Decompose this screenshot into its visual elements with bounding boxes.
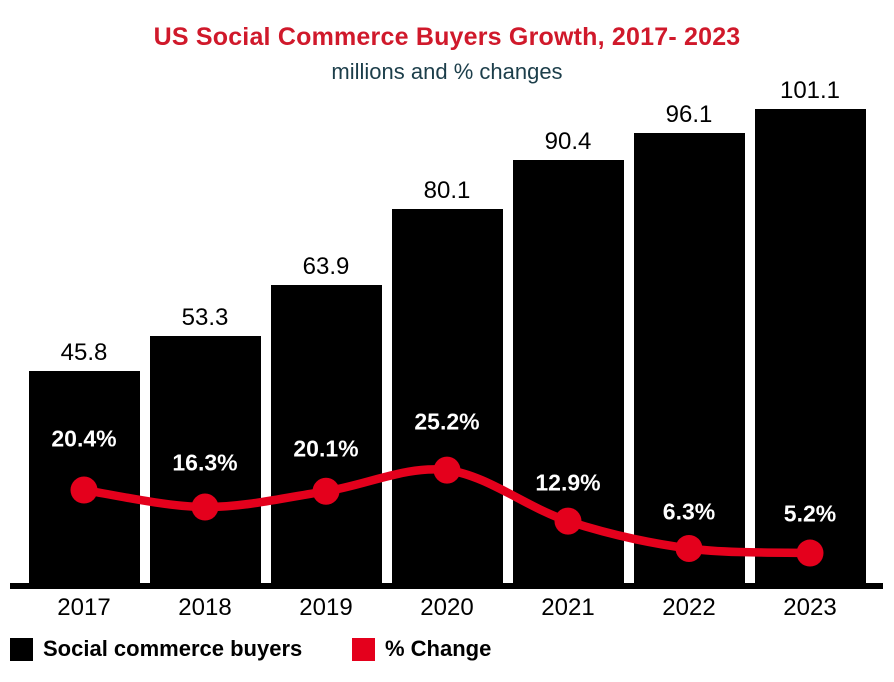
bar-value-label-2023: 101.1 [779, 76, 841, 104]
pct-change-label-2023: 5.2% [783, 500, 837, 527]
pct-change-legend-label: % Change [385, 636, 492, 661]
line-point-2023 [796, 539, 824, 567]
bar-2018 [149, 335, 261, 589]
x-axis-line [10, 583, 883, 589]
x-tick-label-2018: 2018 [178, 594, 232, 621]
legend-item-social-commerce-buyers: Social commerce buyers [10, 636, 302, 662]
x-tick-label-2023: 2023 [783, 594, 837, 621]
chart-subtitle: millions and % changes [331, 59, 563, 84]
x-tick-label-2019: 2019 [299, 594, 353, 621]
chart-title: US Social Commerce Buyers Growth, 2017- … [153, 23, 741, 51]
pct-change-label-2018: 16.3% [172, 449, 238, 476]
x-tick-label-2021: 2021 [541, 594, 595, 621]
buyers-legend-label: Social commerce buyers [43, 636, 303, 661]
bar-value-label-2020: 80.1 [423, 176, 471, 204]
bar-2023 [754, 108, 866, 589]
pct-change-label-2021: 12.9% [535, 469, 601, 496]
bar-value-label-2018: 53.3 [181, 303, 229, 331]
bar-2019 [270, 285, 382, 589]
legend-item-pct-change: % Change [352, 636, 491, 662]
bar-value-label-2019: 63.9 [302, 253, 350, 281]
legend: Social commerce buyers % Change [10, 636, 884, 662]
line-point-2021 [554, 507, 582, 535]
line-point-2018 [191, 493, 219, 521]
x-tick-label-2020: 2020 [420, 594, 474, 621]
line-point-2019 [312, 477, 340, 505]
buyers-legend-swatch [10, 637, 33, 661]
bar-value-label-2022: 96.1 [665, 100, 713, 128]
pct-change-label-2017: 20.4% [51, 425, 117, 452]
bar-2022 [633, 132, 745, 589]
pct-change-label-2019: 20.1% [293, 435, 359, 462]
pct-change-legend-swatch [352, 637, 375, 661]
bar-2020 [391, 208, 503, 589]
bar-value-label-2021: 90.4 [544, 127, 592, 155]
line-point-2017 [70, 476, 98, 504]
pct-change-label-2020: 25.2% [414, 408, 480, 435]
pct-change-label-2022: 6.3% [662, 498, 716, 525]
x-tick-label-2017: 2017 [57, 594, 111, 621]
x-tick-label-2022: 2022 [662, 594, 716, 621]
line-point-2022 [675, 534, 703, 562]
bar-value-label-2017: 45.8 [60, 339, 108, 367]
line-point-2020 [433, 456, 461, 484]
